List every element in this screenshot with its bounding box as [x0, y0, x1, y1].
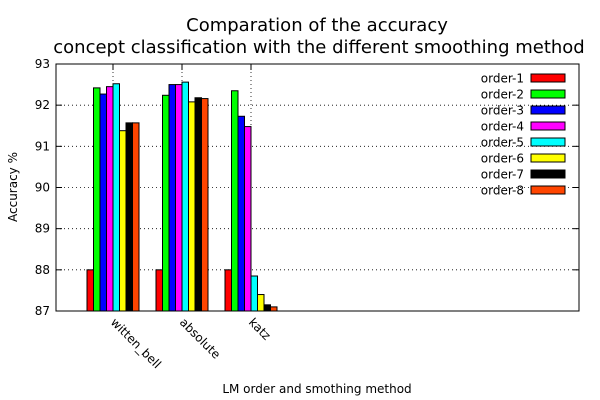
- legend-label-order-3: order-3: [481, 104, 524, 118]
- bar-order-1-absolute: [155, 269, 163, 312]
- bars: [86, 81, 278, 312]
- chart-title-line-1: Comparation of the accuracy: [186, 15, 448, 36]
- legend-swatch-order-2: [530, 89, 566, 99]
- bar-order-4-katz: [244, 126, 252, 312]
- bar-order-8-witten_bell: [132, 122, 140, 312]
- bar-order-5-katz: [250, 275, 258, 312]
- legend-label-order-7: order-7: [481, 168, 524, 182]
- y-tick-label: 89: [35, 222, 50, 236]
- bar-order-4-absolute: [175, 84, 183, 312]
- y-tick-label: 92: [35, 98, 50, 112]
- bar-order-6-katz: [257, 294, 265, 312]
- legend-swatch-order-8: [530, 185, 566, 195]
- bar-order-2-witten_bell: [93, 87, 101, 312]
- legend-swatch-order-6: [530, 153, 566, 163]
- bar-order-3-absolute: [168, 84, 176, 312]
- x-tick-label-witten_bell: witten_bell: [108, 315, 164, 371]
- legend-swatch-order-3: [530, 105, 566, 115]
- legend-swatch-order-7: [530, 169, 566, 179]
- legend-label-order-2: order-2: [481, 88, 524, 102]
- bar-order-1-witten_bell: [86, 269, 94, 312]
- legend-label-order-4: order-4: [481, 120, 524, 134]
- bar-order-1-katz: [224, 269, 232, 312]
- bar-order-5-witten_bell: [112, 83, 120, 312]
- bar-order-7-witten_bell: [125, 122, 133, 312]
- bar-order-7-absolute: [194, 97, 202, 312]
- bar-order-3-witten_bell: [99, 93, 107, 312]
- bar-order-6-absolute: [188, 101, 196, 312]
- bar-order-2-absolute: [162, 94, 170, 312]
- bar-order-2-katz: [231, 90, 239, 312]
- y-tick-label: 87: [35, 304, 50, 318]
- legend-label-order-6: order-6: [481, 152, 524, 166]
- bar-order-8-katz: [270, 306, 278, 312]
- bar-order-8-absolute: [201, 98, 209, 312]
- legend-swatch-order-5: [530, 137, 566, 147]
- legend-label-order-1: order-1: [481, 72, 524, 86]
- x-axis-label: LM order and smothing method: [222, 382, 411, 396]
- legend-label-order-5: order-5: [481, 136, 524, 150]
- legend-swatch-order-1: [530, 73, 566, 83]
- legend-label-order-8: order-8: [481, 184, 524, 198]
- chart-title-line-2: concept classification with the differen…: [53, 37, 584, 58]
- y-tick-label: 88: [35, 263, 50, 277]
- bar-order-7-katz: [263, 304, 271, 312]
- bar-order-6-witten_bell: [119, 130, 127, 312]
- y-tick-label: 91: [35, 139, 50, 153]
- x-tick-label-absolute: absolute: [177, 315, 223, 361]
- x-tick-label-katz: katz: [246, 315, 274, 343]
- y-tick-label: 93: [35, 57, 50, 71]
- legend-swatch-order-4: [530, 121, 566, 131]
- legend: order-1 order-2 order-3 order-4 order-5 order…: [481, 72, 566, 198]
- y-tick-label: 90: [35, 181, 50, 195]
- bar-order-5-absolute: [181, 81, 189, 312]
- bar-order-4-witten_bell: [106, 86, 114, 312]
- y-axis-label: Accuracy %: [6, 152, 20, 222]
- bar-order-3-katz: [237, 115, 245, 312]
